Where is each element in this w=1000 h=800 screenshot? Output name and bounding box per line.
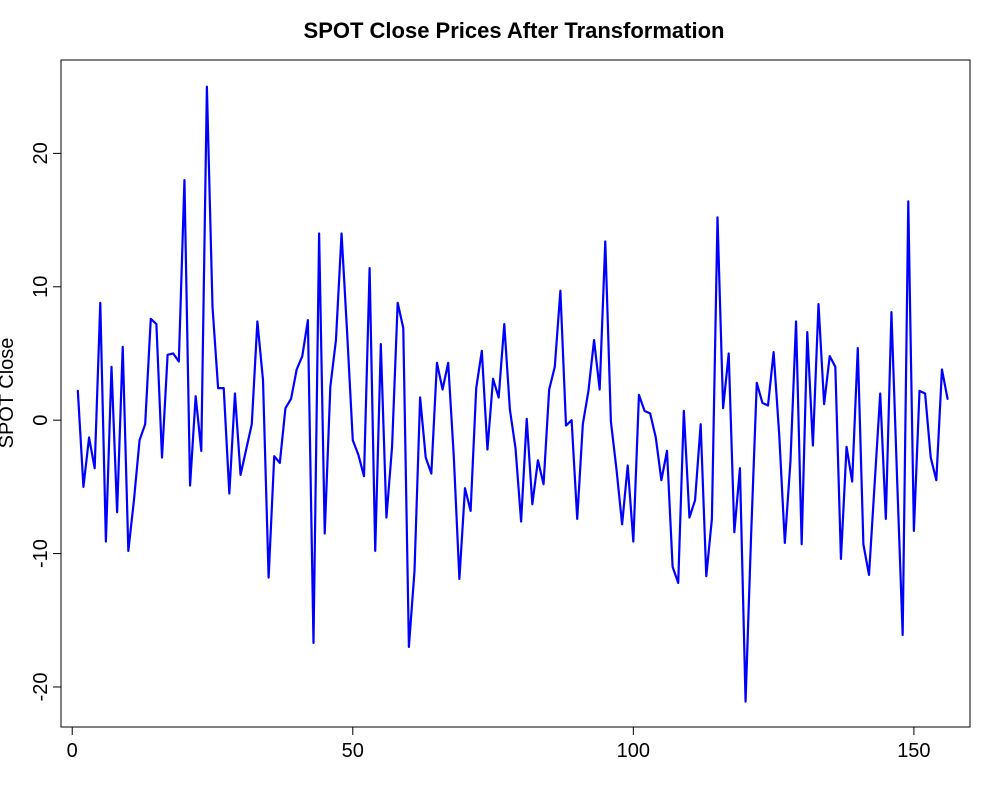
x-tick-label: 100 [617, 740, 650, 762]
y-tick-label: 10 [30, 276, 52, 298]
series-line [76, 85, 949, 703]
plot-frame [60, 59, 971, 728]
y-tick-label: 0 [30, 415, 52, 426]
y-tick-label: -20 [30, 673, 52, 702]
series-group [76, 85, 949, 703]
y-axis: -20 -10 0 10 20 [30, 142, 62, 702]
x-tick-label: 50 [342, 740, 364, 762]
y-tick-label: 20 [30, 142, 52, 164]
x-tick-label: 150 [897, 740, 930, 762]
x-tick-label: 0 [67, 740, 78, 762]
y-tick-label: -10 [30, 539, 52, 568]
x-axis: 0 50 100 150 [67, 726, 931, 762]
chart-title: SPOT Close Prices After Transformation [304, 18, 725, 43]
y-axis-title: SPOT Close [0, 338, 18, 449]
